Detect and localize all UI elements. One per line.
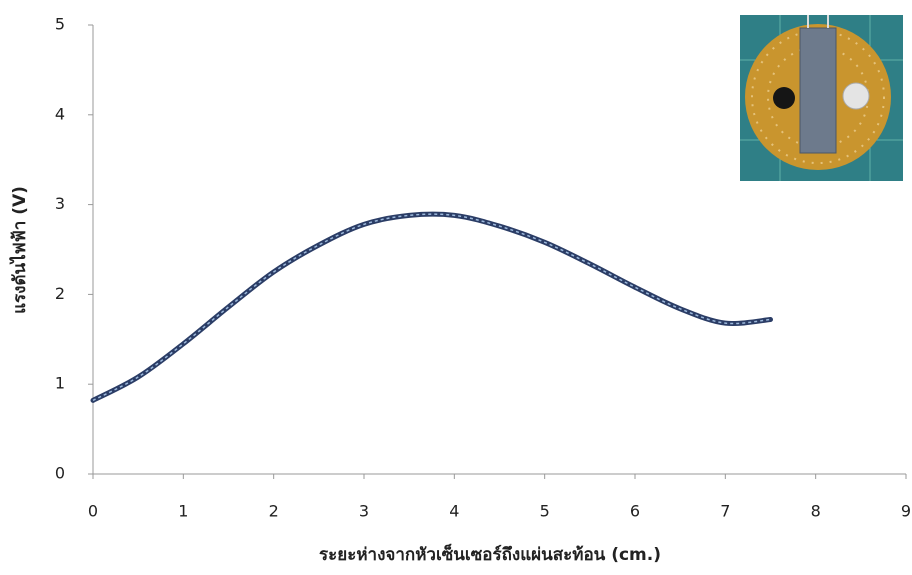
- line: [93, 214, 771, 400]
- y-axis-title: แรงดันไฟฟ้า (V): [9, 186, 30, 314]
- y-tick-label: 0: [55, 464, 65, 483]
- x-tick-label: 8: [811, 502, 821, 521]
- x-tick-label: 4: [449, 502, 459, 521]
- x-tick-label: 9: [901, 502, 911, 521]
- y-tick-label: 5: [55, 15, 65, 34]
- x-tick-label: 7: [720, 502, 730, 521]
- y-tick-label: 4: [55, 104, 65, 123]
- y-tick-label: 1: [55, 374, 65, 393]
- y-tick-label: 2: [55, 284, 65, 303]
- photo-block: [800, 28, 836, 153]
- x-tick-label: 2: [269, 502, 279, 521]
- x-tick-label: 1: [178, 502, 188, 521]
- x-axis-title: ระยะห่างจากหัวเซ็นเซอร์ถึงแผ่นสะท้อน (cm…: [319, 542, 661, 565]
- x-tick-label: 0: [88, 502, 98, 521]
- y-tick-label: 3: [55, 194, 65, 213]
- photo-led: [843, 83, 869, 109]
- sensor-photo: [740, 15, 903, 181]
- line-highlight: [93, 214, 771, 400]
- x-tick-label: 3: [359, 502, 369, 521]
- x-tick-label: 6: [630, 502, 640, 521]
- page: {"chart_data": {"type": "line", "x_label…: [0, 0, 912, 575]
- chart: ระยะห่างจากหัวเซ็นเซอร์ถึงแผ่นสะท้อน (cm…: [0, 0, 912, 575]
- photo-receiver: [773, 87, 795, 109]
- x-tick-label: 5: [540, 502, 550, 521]
